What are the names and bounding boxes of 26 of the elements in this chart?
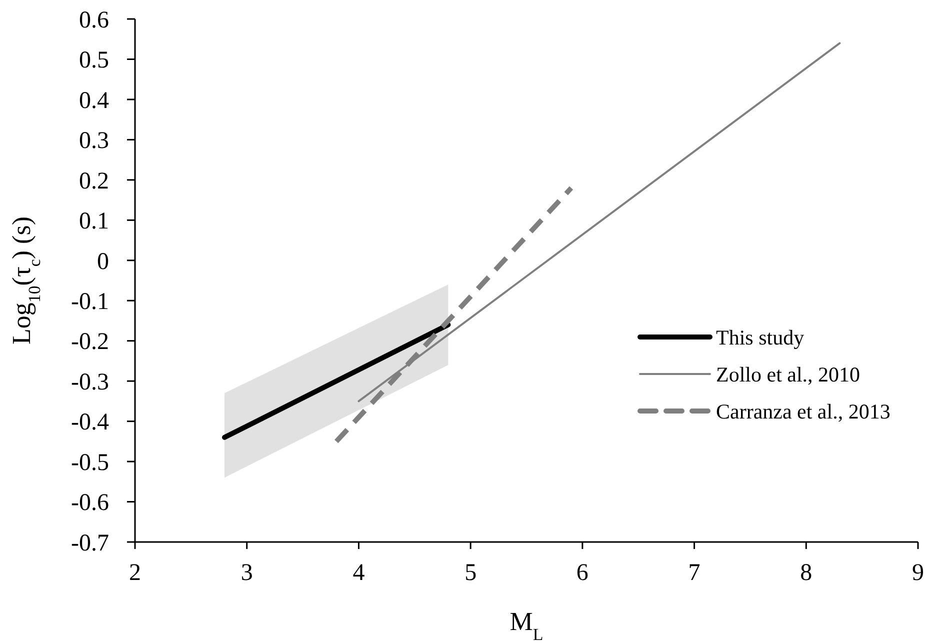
y-tick-label: 0.5 — [79, 48, 109, 74]
y-tick-label: -0.6 — [71, 490, 109, 516]
y-tick-label: 0 — [97, 248, 109, 275]
y-tick-label: 0.2 — [79, 168, 109, 194]
legend-label: This study — [716, 325, 805, 350]
y-tick-label: 0.6 — [79, 7, 109, 34]
y-tick-label: -0.7 — [71, 530, 109, 556]
x-tick-label: 2 — [129, 560, 141, 586]
x-tick-label: 9 — [912, 560, 924, 586]
y-tick-label: -0.5 — [71, 450, 109, 476]
legend-label: Carranza et al., 2013 — [716, 399, 890, 424]
y-tick-label: 0.1 — [79, 208, 109, 235]
y-tick-label: 0.3 — [79, 128, 109, 154]
y-tick-label: -0.3 — [71, 369, 109, 396]
legend-label: Zollo et al., 2010 — [716, 362, 860, 386]
y-tick-label: -0.2 — [71, 329, 109, 356]
y-tick-label: -0.1 — [71, 289, 109, 316]
x-tick-label: 4 — [352, 560, 365, 586]
y-tick-label: -0.4 — [71, 410, 109, 436]
x-axis-title: M$_{L}$ — [510, 607, 544, 644]
y-tick-label: 0.4 — [79, 88, 109, 114]
x-tick-label: 3 — [240, 560, 253, 586]
x-tick-label: 8 — [800, 560, 812, 586]
x-tick-label: 6 — [576, 560, 588, 586]
x-tick-label: 5 — [464, 560, 477, 586]
x-tick-label: 7 — [688, 560, 700, 586]
